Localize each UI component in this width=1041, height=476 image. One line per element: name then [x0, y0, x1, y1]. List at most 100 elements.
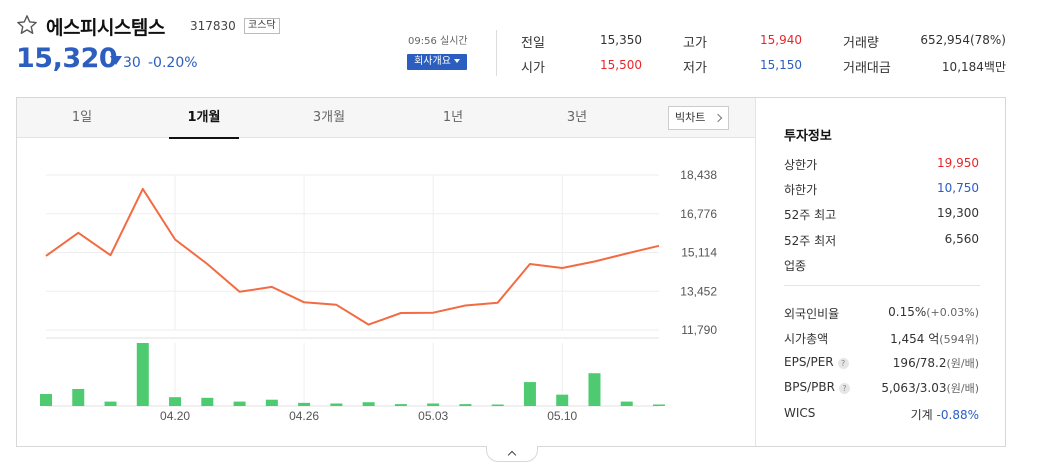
investment-info: 투자정보 상한가 19,950 하한가 10,750 52주 최고 19,300…: [755, 98, 1005, 446]
star-icon[interactable]: [16, 14, 38, 36]
company-overview-label: 회사개요: [414, 56, 451, 67]
x-tick-label: 04.20: [160, 409, 190, 423]
volume-bar: [620, 401, 633, 406]
foreign-ratio-number: 0.15%: [888, 305, 927, 319]
week52-high-value: 19,300: [937, 206, 979, 220]
wics-label: WICS: [784, 406, 816, 420]
tab-1day[interactable]: 1일: [71, 110, 93, 125]
foreign-ratio-change: (+0.03%): [926, 306, 979, 319]
price-change-percent: -0.20%: [148, 55, 198, 71]
divider: [496, 30, 497, 76]
volume-bar: [104, 401, 117, 406]
bps-pbr-value: 5,063/3.03(원/배): [881, 380, 979, 396]
high-value: 15,940: [760, 33, 802, 47]
open-value: 15,500: [600, 58, 642, 72]
caret-down-icon: [453, 59, 460, 63]
volume-bar: [394, 404, 407, 406]
help-icon[interactable]: ?: [838, 383, 850, 394]
volume-bar: [298, 402, 311, 406]
investment-info-title: 투자정보: [784, 129, 832, 144]
volume-bar: [588, 373, 601, 406]
low-value: 15,150: [760, 58, 802, 72]
open-label: 시가: [521, 61, 545, 76]
market-badge: 코스닥: [244, 18, 280, 34]
price-chart: 18,438 16,776 15,114 13,452 11,790 04.20 04.26…: [40, 168, 717, 423]
foreign-ratio-value: 0.15%(+0.03%): [888, 305, 979, 319]
volume-bar: [265, 399, 278, 406]
y-tick-label: 11,790: [681, 323, 717, 337]
tab-1month[interactable]: 1개월: [169, 98, 239, 139]
eps-per-label: EPS/PER?: [784, 355, 849, 369]
stock-code: 317830: [190, 19, 236, 33]
tab-1year[interactable]: 1년: [442, 110, 464, 125]
realtime-timestamp: 09:56 실시간: [408, 36, 468, 47]
chart-panel: 1일 1개월 3개월 1년 3년 빅차트 18,438 16,776 15,114 1…: [16, 97, 1006, 447]
price-line: [45, 187, 660, 326]
wics-change: -0.88%: [936, 408, 979, 422]
volume-bar: [491, 404, 504, 406]
eps-per-number: 196/78.2: [892, 356, 947, 370]
lower-limit-label: 하한가: [784, 183, 818, 197]
big-chart-label: 빅차트: [675, 111, 706, 124]
volume-bar: [169, 397, 182, 406]
price-change: 30: [123, 55, 141, 71]
week52-low-value: 6,560: [944, 232, 979, 246]
collapse-toggle[interactable]: [486, 446, 538, 462]
market-cap-value: 1,454 억(594위): [890, 330, 979, 347]
y-tick-label: 15,114: [681, 246, 717, 260]
bps-pbr-unit: (원/배): [946, 382, 979, 395]
wics-value: 기계 -0.88%: [911, 406, 979, 423]
volume-bar: [653, 404, 665, 406]
lower-limit-value: 10,750: [937, 181, 979, 195]
y-tick-label: 18,438: [680, 168, 717, 182]
volume-bar: [233, 401, 246, 406]
tab-3month[interactable]: 3개월: [312, 110, 346, 125]
foreign-ratio-label: 외국인비율: [784, 307, 840, 321]
bps-pbr-text: BPS/PBR: [784, 380, 835, 394]
volume-bar: [523, 382, 536, 406]
trade-value-label: 거래대금: [843, 61, 891, 76]
industry-label: 업종: [784, 259, 807, 273]
market-cap-label: 시가총액: [784, 332, 829, 346]
upper-limit-label: 상한가: [784, 158, 818, 172]
low-label: 저가: [683, 61, 707, 76]
big-chart-button[interactable]: 빅차트: [668, 106, 729, 130]
down-arrow-icon: [110, 56, 122, 65]
volume-bar: [136, 343, 149, 406]
company-overview-button[interactable]: 회사개요: [407, 54, 467, 70]
volume-bar: [427, 403, 440, 406]
volume-bar: [362, 402, 375, 406]
prev-close-label: 전일: [521, 36, 545, 51]
chevron-right-icon: [713, 113, 723, 123]
week52-high-label: 52주 최고: [784, 208, 837, 222]
y-tick-label: 13,452: [680, 284, 717, 298]
trade-value-value: 10,184백만: [941, 60, 1006, 74]
wics-industry[interactable]: 기계: [910, 408, 933, 422]
x-tick-label: 04.26: [289, 409, 319, 423]
week52-low-label: 52주 최저: [784, 234, 837, 248]
volume-bar: [72, 388, 85, 406]
volume-bar: [330, 403, 343, 406]
tab-3year[interactable]: 3년: [566, 110, 588, 125]
volume-bar: [556, 394, 569, 406]
x-tick-label: 05.03: [418, 409, 448, 423]
market-cap-number: 1,454 억: [890, 332, 940, 346]
eps-per-text: EPS/PER: [784, 355, 834, 369]
high-label: 고가: [683, 36, 707, 51]
x-tick-label: 05.10: [547, 409, 577, 423]
current-price: 15,320: [16, 43, 118, 74]
divider: [784, 285, 980, 286]
volume-label: 거래량: [843, 36, 879, 51]
help-icon[interactable]: ?: [837, 358, 849, 369]
eps-per-unit: (원/배): [946, 357, 979, 370]
period-tabs: 1일 1개월 3개월 1년 3년 빅차트: [17, 98, 755, 139]
chevron-up-icon: [507, 450, 517, 460]
eps-per-value: 196/78.2(원/배): [893, 355, 979, 371]
volume-bar: [459, 404, 472, 406]
y-tick-label: 16,776: [680, 207, 717, 221]
volume-bar: [201, 397, 214, 406]
stock-name: 에스피시스템스: [46, 17, 165, 39]
volume-value: 652,954(78%): [920, 33, 1006, 47]
bps-pbr-number: 5,063/3.03: [881, 381, 947, 395]
upper-limit-value: 19,950: [937, 156, 979, 170]
